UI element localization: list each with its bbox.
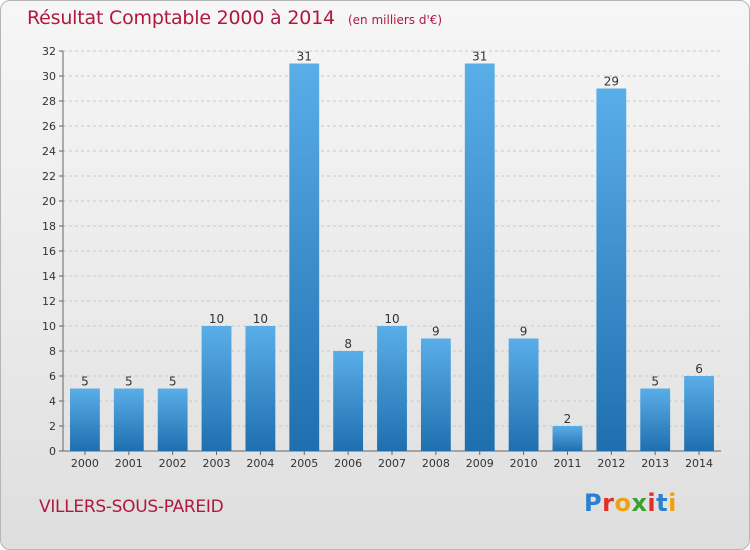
value-label: 8 — [344, 337, 352, 351]
chart-title-row: Résultat Comptable 2000 à 2014 (en milli… — [27, 7, 442, 29]
bar-2002 — [157, 388, 188, 451]
bar-2010 — [508, 338, 539, 451]
y-tick-label: 0 — [49, 445, 56, 458]
y-tick-label: 16 — [42, 245, 56, 258]
x-tick-label: 2006 — [334, 457, 362, 470]
value-label: 5 — [81, 375, 89, 389]
bar-2003 — [201, 326, 232, 451]
bar-2004 — [245, 326, 276, 451]
x-tick-label: 2011 — [553, 457, 581, 470]
value-label: 5 — [125, 375, 133, 389]
commune-name: VILLERS-SOUS-PAREID — [39, 497, 224, 517]
bar-2011 — [552, 426, 583, 451]
bar-2014 — [684, 376, 714, 451]
bar-2012 — [596, 88, 627, 451]
x-tick-label: 2005 — [290, 457, 318, 470]
value-label: 2 — [564, 412, 572, 426]
bar-2009 — [464, 63, 495, 451]
y-tick-label: 8 — [49, 345, 56, 358]
y-tick-label: 4 — [49, 395, 56, 408]
value-label: 9 — [432, 325, 440, 339]
x-tick-label: 2007 — [378, 457, 406, 470]
y-tick-label: 30 — [42, 70, 56, 83]
value-label: 6 — [695, 362, 703, 376]
y-tick-label: 24 — [42, 145, 56, 158]
bar-2013 — [640, 388, 671, 451]
x-tick-label: 2012 — [597, 457, 625, 470]
value-label: 10 — [384, 312, 399, 326]
value-label: 9 — [520, 325, 528, 339]
x-tick-label: 2008 — [422, 457, 450, 470]
y-tick-label: 26 — [42, 120, 56, 133]
proxiti-logo: Proxiti — [584, 489, 677, 517]
chart-unit: (en milliers d'€) — [347, 13, 443, 27]
value-label: 31 — [472, 50, 487, 64]
y-tick-label: 22 — [42, 170, 56, 183]
value-label: 5 — [169, 375, 177, 389]
y-tick-label: 28 — [42, 95, 56, 108]
y-tick-label: 18 — [42, 220, 56, 233]
y-tick-label: 14 — [42, 270, 56, 283]
x-tick-label: 2013 — [641, 457, 669, 470]
x-tick-label: 2001 — [115, 457, 143, 470]
y-tick-label: 2 — [49, 420, 56, 433]
x-tick-label: 2002 — [159, 457, 187, 470]
bar-2005 — [289, 63, 320, 451]
y-tick-label: 10 — [42, 320, 56, 333]
bar-2008 — [420, 338, 451, 451]
value-label: 10 — [209, 312, 224, 326]
x-tick-label: 2004 — [246, 457, 274, 470]
value-label: 5 — [651, 375, 659, 389]
y-tick-label: 32 — [42, 45, 56, 58]
chart-title: Résultat Comptable 2000 à 2014 — [27, 7, 335, 29]
bar-2000 — [70, 388, 100, 451]
bar-2006 — [333, 351, 364, 451]
bar-2007 — [377, 326, 407, 451]
y-tick-label: 20 — [42, 195, 56, 208]
x-tick-label: 2003 — [203, 457, 231, 470]
value-label: 31 — [297, 50, 312, 64]
y-tick-label: 12 — [42, 295, 56, 308]
x-tick-label: 2010 — [510, 457, 538, 470]
x-tick-label: 2014 — [685, 457, 713, 470]
value-label: 10 — [253, 312, 268, 326]
value-label: 29 — [604, 75, 619, 89]
y-tick-label: 6 — [49, 370, 56, 383]
bar-2001 — [113, 388, 144, 451]
x-tick-label: 2000 — [71, 457, 99, 470]
x-tick-label: 2009 — [466, 457, 494, 470]
